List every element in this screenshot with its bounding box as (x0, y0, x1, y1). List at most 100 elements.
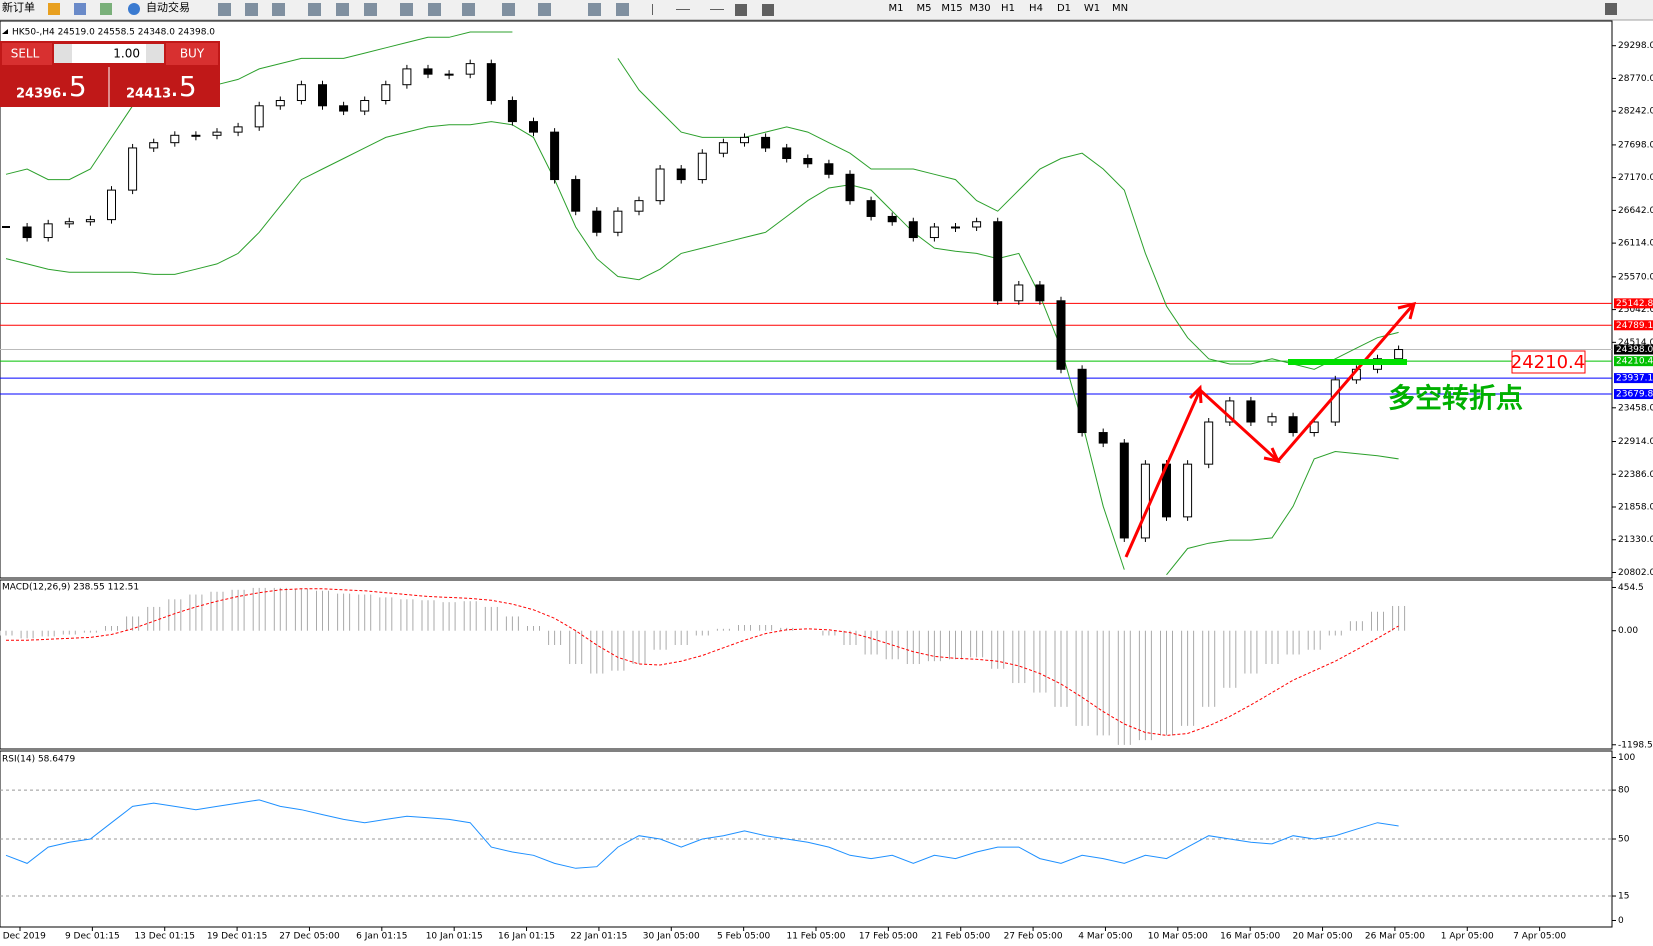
buy-price: 24413 (126, 87, 171, 102)
annotation: 多空转折点 (1388, 383, 1523, 415)
buy-frac: .5 (170, 70, 197, 103)
timeframe[interactable]: M15 (941, 3, 962, 14)
level-label-bg (1614, 298, 1653, 309)
candle (1098, 432, 1108, 444)
sell-button[interactable] (2, 43, 52, 65)
candle (339, 105, 349, 112)
y-tick-label: 27170.0 (1618, 173, 1653, 183)
x-tick-label: 17 Feb 05:00 (859, 932, 918, 942)
candle (170, 134, 180, 144)
toolbar-item[interactable]: 自动交易 (146, 0, 190, 14)
candle (845, 173, 855, 202)
candle (1014, 284, 1024, 302)
level-label: 23679.8 (1616, 390, 1653, 400)
chart-title: HK50-,H4 24519.0 24558.5 24348.0 24398.0 (12, 28, 215, 38)
toolbar (0, 0, 1653, 20)
candle (761, 136, 771, 149)
level-label-bg (1614, 389, 1653, 400)
macd-title: MACD(12,26,9) 238.55 112.51 (2, 583, 139, 593)
y-tick-label: 27698.0 (1618, 140, 1653, 150)
timeframe[interactable]: M30 (969, 3, 990, 14)
sell-label[interactable]: SELL (11, 47, 40, 61)
candle (64, 221, 74, 225)
candle (1140, 463, 1150, 539)
candle (128, 147, 138, 191)
y-tick-label: 28242.0 (1618, 107, 1653, 117)
icon[interactable] (48, 3, 60, 15)
y-tick-label: 20802.0 (1618, 568, 1653, 578)
candle (929, 226, 939, 239)
y-tick-label: 29298.0 (1618, 41, 1653, 51)
timeframe[interactable]: M5 (917, 3, 932, 14)
lot-up[interactable] (146, 44, 164, 63)
x-tick-label: 10 Jan 01:15 (426, 932, 483, 942)
annotation-box (1511, 350, 1586, 374)
x-tick-label: 10 Mar 05:00 (1148, 932, 1208, 942)
candle (191, 134, 201, 137)
icon[interactable] (100, 3, 112, 15)
trade-panel: SELL BUY 1.00 24396 .5 24413 .5 (0, 41, 220, 107)
candle (951, 226, 960, 229)
y-tick-label: 100 (1618, 753, 1635, 763)
x-tick-label: 22 Jan 01:15 (570, 932, 627, 942)
lot[interactable]: 1.00 (113, 47, 140, 61)
x-tick-label: 4 Mar 05:00 (1078, 932, 1133, 942)
timeframe[interactable]: MN (1112, 3, 1128, 14)
toolbar-buttons: 新订单 自动交易 (2, 0, 1617, 16)
candle (550, 131, 560, 181)
candle (1330, 379, 1340, 423)
candle (296, 84, 306, 102)
buy-label[interactable]: BUY (180, 47, 205, 61)
candle (1119, 442, 1129, 539)
y-tick-label: 28770.0 (1618, 74, 1653, 84)
x-tick-label: 19 Dec 01:15 (207, 932, 268, 942)
x-tick-label: 9 Dec 01:15 (65, 932, 120, 942)
timeframe[interactable]: H1 (1001, 3, 1015, 14)
candle (908, 221, 918, 239)
main-panel (0, 20, 1613, 579)
band-line (5, 121, 1399, 576)
candle (1077, 368, 1087, 434)
candle (972, 221, 982, 228)
candle (444, 73, 454, 76)
timeframe[interactable]: H4 (1029, 3, 1043, 14)
candle (803, 157, 813, 165)
y-tick-label: 26114.0 (1618, 239, 1653, 249)
icon[interactable] (128, 3, 140, 15)
x-tick-label: 11 Feb 05:00 (786, 932, 845, 942)
level-label-bg (1614, 344, 1653, 355)
x-tick-label: 5 Feb 05:00 (717, 932, 771, 942)
timeframe[interactable]: M1 (889, 3, 904, 14)
level-label: 24398.0 (1616, 345, 1653, 355)
rsi-line (5, 799, 1399, 869)
candle (212, 131, 222, 136)
toolbar-item[interactable]: 新订单 (2, 0, 35, 14)
candle (486, 63, 496, 102)
y-tick-label: 26642.0 (1618, 206, 1653, 216)
x-tick-label: 27 Feb 05:00 (1004, 932, 1063, 942)
lot-down[interactable] (54, 44, 72, 63)
y-tick-label: 50 (1618, 835, 1630, 845)
x-tick-label: 21 Feb 05:00 (931, 932, 990, 942)
candle (423, 68, 433, 75)
y-tick-label: 21858.0 (1618, 503, 1653, 513)
candle (1394, 349, 1404, 360)
icon[interactable] (74, 3, 86, 15)
level-label: 25142.8 (1616, 299, 1653, 309)
timeframe[interactable]: D1 (1057, 3, 1071, 14)
candle (1204, 421, 1214, 465)
sell-price: 24396 (16, 87, 61, 102)
buy-button[interactable] (166, 43, 218, 65)
candle (381, 84, 391, 102)
candle (993, 221, 1003, 302)
x-tick-label: 13 Dec 01:15 (134, 932, 195, 942)
candle (592, 210, 602, 233)
y-tick-label: -1198.58 (1618, 740, 1653, 750)
x-tick-label: 7 Apr 05:00 (1513, 932, 1566, 942)
candle (529, 121, 538, 133)
candle (866, 200, 876, 217)
candle (1183, 463, 1193, 518)
timeframe[interactable]: W1 (1084, 3, 1100, 14)
x-tick-label: 6 Jan 01:15 (356, 932, 407, 942)
candle (275, 100, 285, 107)
